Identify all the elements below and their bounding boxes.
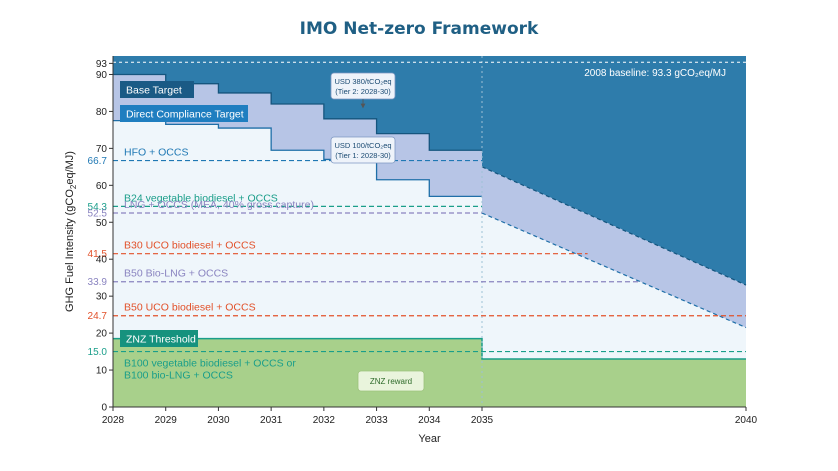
reference-value-4: 33.9 [88,277,108,288]
reference-value-3: 41.5 [88,249,108,260]
base-target-tag: Base Target [120,81,194,98]
direct-compliance-tag-box [120,105,248,122]
x-axis-label: Year [418,433,441,445]
reference-label-5: B50 UCO biodiesel + OCCS [124,302,256,314]
x-tick-label-2028: 2028 [102,415,125,426]
reference-value-1: 54.3 [88,202,108,213]
x-tick-label-2032: 2032 [313,415,336,426]
direct-compliance-tag: Direct Compliance Target [120,105,248,122]
x-tick-label-2034: 2034 [418,415,441,426]
baseline-label: 2008 baseline: 93.3 gCO₂eq/MJ [584,68,726,79]
b100-label-line2: B100 bio-LNG + OCCS [124,370,233,382]
base-target-tag-text: Base Target [126,85,182,97]
y-axis-label: GHG Fuel Intensity (gCO2eq/MJ) [64,151,78,312]
tier1-callout-box [330,136,396,164]
tier2-callout: USD 380/tCO₂eq(Tier 2: 2028-30) [330,72,396,100]
y-tick-label-30: 30 [96,292,108,303]
znz-threshold-tag-box [120,330,198,347]
reference-value-0: 66.7 [88,156,108,167]
reference-value-2: 52.5 [88,209,108,220]
direct-compliance-projection [481,212,747,329]
y-tick-label-60: 60 [96,181,108,192]
base-target-projection [481,166,747,286]
reference-value-6: 15.0 [88,347,108,358]
tier1-callout: USD 100/tCO₂eq(Tier 1: 2028-30) [330,136,396,164]
x-tick-label-2033: 2033 [365,415,388,426]
y-tick-label-0: 0 [101,403,107,414]
znz-reward-box [357,370,425,392]
x-tick-label-2029: 2029 [155,415,178,426]
y-tick-label-80: 80 [96,107,108,118]
znz-threshold-tag: ZNZ Threshold [120,330,198,347]
y-tick-label-93: 93 [96,59,108,70]
y-tick-label-90: 90 [96,70,108,81]
x-tick-label-2030: 2030 [207,415,230,426]
b100-label-line1: B100 vegetable biodiesel + OCCS or [124,358,296,370]
y-tick-label-70: 70 [96,144,108,155]
x-tick-label-2035: 2035 [471,415,494,426]
reference-label-4: B50 Bio-LNG + OCCS [124,268,228,280]
reference-label-2: LNG + OCCS (MEA, 40% gross capture) [124,199,314,211]
reference-label-1: B24 vegetable biodiesel + OCCS [124,192,278,204]
y-tick-label-50: 50 [96,218,108,229]
tier2-callout-line1: USD 380/tCO₂eq [334,77,391,86]
tier2-area [113,56,746,286]
chart-title: IMO Net-zero Framework [299,19,539,39]
x-tick-label-2031: 2031 [260,415,283,426]
znz-threshold-tag-text: ZNZ Threshold [126,334,196,346]
znz-threshold-line [113,337,746,360]
reference-value-5: 24.7 [88,311,108,322]
tier2-callout-line2: (Tier 2: 2028-30) [335,87,391,96]
reference-label-3: B30 UCO biodiesel + OCCS [124,240,256,252]
tier1-callout-line1: USD 100/tCO₂eq [334,141,391,150]
y-tick-label-40: 40 [96,255,108,266]
direct-compliance-tag-text: Direct Compliance Target [126,109,244,121]
direct-compliance-line [113,120,482,198]
y-tick-label-20: 20 [96,329,108,340]
znz-area [113,338,746,407]
tier1-callout-line2: (Tier 1: 2028-30) [335,151,391,160]
x-tick-label-2040: 2040 [735,415,758,426]
base-target-tag-box [120,81,194,98]
znz-reward: ZNZ reward [357,370,425,392]
y-tick-label-10: 10 [96,366,108,377]
reference-label-0: HFO + OCCS [124,147,188,159]
znz-reward-text: ZNZ reward [370,377,412,386]
